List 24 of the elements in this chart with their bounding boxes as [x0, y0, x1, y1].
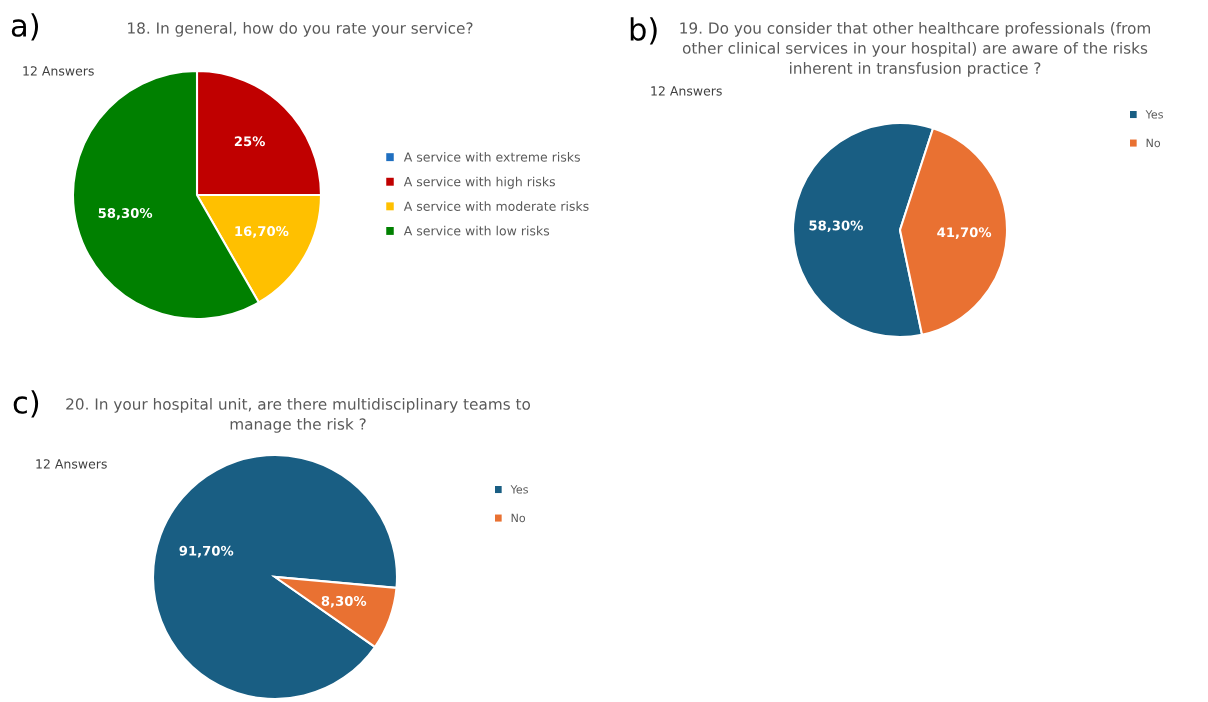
- text: b): [630, 17, 657, 45]
- chart-title: 20. In your hospital unit, are there multidisciplinary teams to manage the risk ?: [66, 398, 531, 433]
- legend-label: Yes: [1145, 110, 1163, 119]
- data-label: 58,30%: [98, 208, 153, 220]
- legend-label: A service with low risks: [403, 225, 550, 236]
- legend-label: No: [511, 513, 526, 523]
- text: 12 Answers: [36, 459, 107, 469]
- legend-label: No: [1146, 138, 1161, 148]
- text: a): [11, 13, 39, 41]
- text: 12 Answers: [651, 86, 722, 96]
- data-label: 8,30%: [321, 595, 367, 608]
- data-label: 41,70%: [937, 227, 992, 239]
- text: c): [13, 390, 39, 418]
- legend-label: A service with high risks: [403, 176, 556, 189]
- data-label: 25%: [234, 136, 265, 147]
- legend-label: A service with extreme risks: [403, 152, 580, 162]
- data-label: 16,70%: [235, 226, 289, 238]
- chart-title: 18. In general, how do you rate your service?: [128, 22, 473, 37]
- text: 12 Answers: [23, 66, 94, 76]
- chart-title: 19. Do you consider that other healthcare professionals (from other clinical services in your hospital) are aware of the risks inherent in transfusion practice ?: [680, 22, 1150, 77]
- legend-label: Yes: [510, 485, 528, 494]
- legend-label: A service with moderate risks: [403, 201, 589, 211]
- data-label: 58,30%: [809, 220, 863, 233]
- data-label: 91,70%: [179, 545, 234, 558]
